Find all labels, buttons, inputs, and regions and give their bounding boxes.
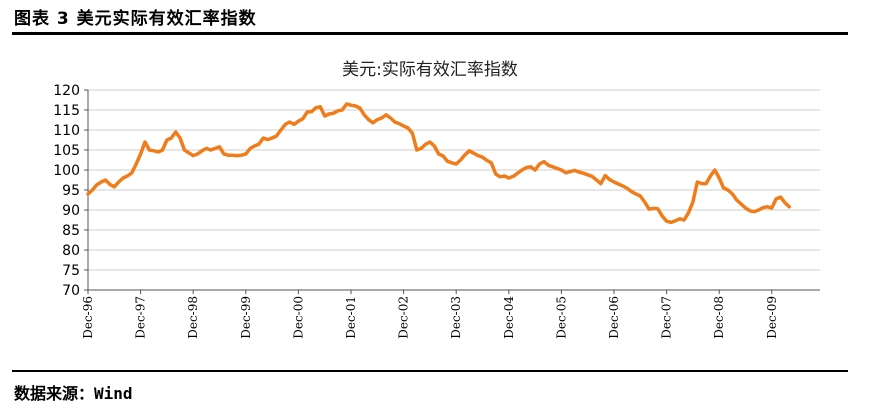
chart-grid — [88, 89, 820, 271]
y-tick-label: 90 — [62, 203, 80, 219]
y-tick-label: 85 — [62, 223, 80, 239]
line-chart: 美元:实际有效汇率指数 707580859095100105110115120 … — [53, 60, 820, 339]
x-tick-label: Dec-06 — [607, 296, 621, 339]
x-tick-label: Dec-98 — [186, 296, 200, 339]
y-axis: 70 75 80 85 90 95 100 105 110 115 120 — [53, 83, 89, 299]
x-tick-label: Dec-02 — [397, 296, 411, 339]
y-tick-label: 70 — [62, 283, 80, 299]
x-tick-label: Dec-01 — [344, 296, 358, 339]
y-tick-label: 110 — [53, 123, 80, 139]
x-tick-label: Dec-09 — [765, 296, 779, 339]
x-tick-label: Dec-04 — [502, 296, 516, 339]
x-tick-label: Dec-97 — [134, 296, 148, 339]
y-tick-label: 75 — [62, 263, 80, 279]
chart-title: 美元:实际有效汇率指数 — [342, 60, 518, 80]
x-tick-label: Dec-99 — [239, 296, 253, 339]
y-tick-label: 95 — [62, 183, 80, 199]
top-rule — [12, 32, 848, 35]
source-label: 数据来源： — [14, 384, 95, 403]
series-line-usd-reer — [86, 102, 792, 225]
x-tick-label: Dec-07 — [660, 296, 674, 339]
source-value: Wind — [94, 384, 133, 403]
bottom-rule — [12, 370, 848, 372]
x-tick-label: Dec-96 — [81, 296, 95, 339]
y-tick-label: 115 — [53, 103, 80, 119]
y-tick-label: 100 — [53, 163, 80, 179]
y-tick-label: 120 — [53, 83, 80, 99]
x-tick-label: Dec-00 — [291, 296, 305, 339]
data-source: 数据来源：Wind — [14, 380, 133, 404]
y-tick-label: 80 — [62, 243, 80, 259]
y-tick-label: 105 — [53, 143, 80, 159]
x-tick-label: Dec-05 — [554, 296, 568, 339]
figure-title: 图表 3 美元实际有效汇率指数 — [14, 9, 257, 29]
x-tick-label: Dec-08 — [712, 296, 726, 339]
x-axis: Dec-96 Dec-97 Dec-98 Dec-99 Dec-00 Dec-01 Dec-… — [81, 289, 820, 339]
x-tick-label: Dec-03 — [449, 296, 463, 339]
